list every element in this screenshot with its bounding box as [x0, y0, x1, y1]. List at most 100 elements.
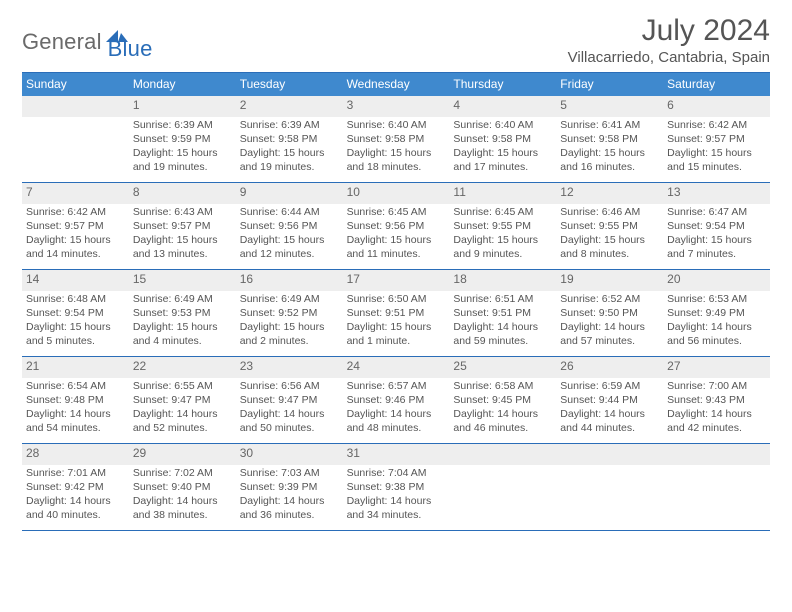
daylight-line: Daylight: 14 hours and 57 minutes. — [560, 321, 659, 348]
day-body: Sunrise: 6:41 AMSunset: 9:58 PMDaylight:… — [556, 117, 663, 179]
sunset-line: Sunset: 9:54 PM — [26, 307, 125, 321]
day-cell — [449, 444, 556, 530]
day-body: Sunrise: 6:51 AMSunset: 9:51 PMDaylight:… — [449, 291, 556, 353]
day-cell: 8Sunrise: 6:43 AMSunset: 9:57 PMDaylight… — [129, 183, 236, 269]
day-body: Sunrise: 6:53 AMSunset: 9:49 PMDaylight:… — [663, 291, 770, 353]
day-body: Sunrise: 7:01 AMSunset: 9:42 PMDaylight:… — [22, 465, 129, 527]
day-body: Sunrise: 6:58 AMSunset: 9:45 PMDaylight:… — [449, 378, 556, 440]
day-number: 10 — [343, 183, 450, 204]
day-cell: 22Sunrise: 6:55 AMSunset: 9:47 PMDayligh… — [129, 357, 236, 443]
day-number: 30 — [236, 444, 343, 465]
day-number: 20 — [663, 270, 770, 291]
logo-text-blue: Blue — [108, 22, 153, 62]
calendar-page: General Blue July 2024 Villacarriedo, Ca… — [0, 0, 792, 531]
day-cell: 19Sunrise: 6:52 AMSunset: 9:50 PMDayligh… — [556, 270, 663, 356]
sunrise-line: Sunrise: 6:54 AM — [26, 380, 125, 394]
day-number: 2 — [236, 96, 343, 117]
sunset-line: Sunset: 9:56 PM — [240, 220, 339, 234]
day-cell: 29Sunrise: 7:02 AMSunset: 9:40 PMDayligh… — [129, 444, 236, 530]
sunset-line: Sunset: 9:55 PM — [453, 220, 552, 234]
day-cell: 25Sunrise: 6:58 AMSunset: 9:45 PMDayligh… — [449, 357, 556, 443]
daylight-line: Daylight: 15 hours and 5 minutes. — [26, 321, 125, 348]
daylight-line: Daylight: 14 hours and 46 minutes. — [453, 408, 552, 435]
page-header: General Blue July 2024 Villacarriedo, Ca… — [22, 14, 770, 66]
day-body: Sunrise: 6:50 AMSunset: 9:51 PMDaylight:… — [343, 291, 450, 353]
sunrise-line: Sunrise: 7:03 AM — [240, 467, 339, 481]
sunrise-line: Sunrise: 7:02 AM — [133, 467, 232, 481]
day-cell: 23Sunrise: 6:56 AMSunset: 9:47 PMDayligh… — [236, 357, 343, 443]
sunset-line: Sunset: 9:58 PM — [347, 133, 446, 147]
daylight-line: Daylight: 15 hours and 17 minutes. — [453, 147, 552, 174]
day-body: Sunrise: 6:55 AMSunset: 9:47 PMDaylight:… — [129, 378, 236, 440]
sunset-line: Sunset: 9:57 PM — [667, 133, 766, 147]
sunset-line: Sunset: 9:53 PM — [133, 307, 232, 321]
day-number: 6 — [663, 96, 770, 117]
daylight-line: Daylight: 14 hours and 50 minutes. — [240, 408, 339, 435]
sunrise-line: Sunrise: 6:49 AM — [240, 293, 339, 307]
daylight-line: Daylight: 15 hours and 9 minutes. — [453, 234, 552, 261]
day-body: Sunrise: 6:49 AMSunset: 9:52 PMDaylight:… — [236, 291, 343, 353]
week-row: 21 Sunrise: 6:54 AMSunset: 9:48 PM Dayligh… — [22, 357, 770, 444]
day-body: Sunrise: 6:48 AMSunset: 9:54 PMDaylight:… — [22, 291, 129, 353]
day-body: Sunrise: 6:49 AMSunset: 9:53 PMDaylight:… — [129, 291, 236, 353]
sunset-line: Sunset: 9:58 PM — [453, 133, 552, 147]
sunrise-line: Sunrise: 6:41 AM — [560, 119, 659, 133]
daylight-line: Daylight: 15 hours and 12 minutes. — [240, 234, 339, 261]
day-number: 9 — [236, 183, 343, 204]
sunset-line: Sunset: 9:46 PM — [347, 394, 446, 408]
day-number: 31 — [343, 444, 450, 465]
daylight-line: Daylight: 14 hours and 36 minutes. — [240, 495, 339, 522]
dow-wednesday: Wednesday — [343, 73, 450, 96]
day-cell: 2Sunrise: 6:39 AMSunset: 9:58 PMDaylight… — [236, 96, 343, 182]
day-body: Sunrise: 6:44 AMSunset: 9:56 PMDaylight:… — [236, 204, 343, 266]
daylight-line: Daylight: 15 hours and 1 minute. — [347, 321, 446, 348]
daylight-line: Daylight: 15 hours and 13 minutes. — [133, 234, 232, 261]
day-number: 28 — [22, 444, 129, 465]
sunrise-line: Sunrise: 6:57 AM — [347, 380, 446, 394]
week-row: 7Sunrise: 6:42 AMSunset: 9:57 PMDaylight… — [22, 183, 770, 270]
sunrise-line: Sunrise: 6:40 AM — [453, 119, 552, 133]
sunset-line: Sunset: 9:51 PM — [453, 307, 552, 321]
day-cell: 31Sunrise: 7:04 AMSunset: 9:38 PMDayligh… — [343, 444, 450, 530]
day-number: 3 — [343, 96, 450, 117]
day-body: Sunrise: 6:56 AMSunset: 9:47 PMDaylight:… — [236, 378, 343, 440]
sunrise-line: Sunrise: 6:48 AM — [26, 293, 125, 307]
sunset-line: Sunset: 9:48 PM — [26, 394, 125, 408]
sunset-line: Sunset: 9:58 PM — [240, 133, 339, 147]
day-cell: 30Sunrise: 7:03 AMSunset: 9:39 PMDayligh… — [236, 444, 343, 530]
sunset-line: Sunset: 9:45 PM — [453, 394, 552, 408]
day-number: 7 — [22, 183, 129, 204]
sunset-line: Sunset: 9:59 PM — [133, 133, 232, 147]
day-number: 15 — [129, 270, 236, 291]
day-number — [449, 444, 556, 465]
sunset-line: Sunset: 9:44 PM — [560, 394, 659, 408]
day-body: Sunrise: 6:40 AMSunset: 9:58 PMDaylight:… — [449, 117, 556, 179]
sunset-line: Sunset: 9:55 PM — [560, 220, 659, 234]
sunset-line: Sunset: 9:47 PM — [133, 394, 232, 408]
sunset-line: Sunset: 9:40 PM — [133, 481, 232, 495]
daylight-line: Daylight: 15 hours and 4 minutes. — [133, 321, 232, 348]
day-number: 19 — [556, 270, 663, 291]
day-number: 12 — [556, 183, 663, 204]
day-cell: 18Sunrise: 6:51 AMSunset: 9:51 PMDayligh… — [449, 270, 556, 356]
sunrise-line: Sunrise: 6:58 AM — [453, 380, 552, 394]
day-number: 11 — [449, 183, 556, 204]
dow-sunday: Sunday — [22, 73, 129, 96]
day-body: Sunrise: 6:40 AMSunset: 9:58 PMDaylight:… — [343, 117, 450, 179]
day-cell: 16Sunrise: 6:49 AMSunset: 9:52 PMDayligh… — [236, 270, 343, 356]
sunrise-line: Sunrise: 6:49 AM — [133, 293, 232, 307]
day-body: Sunrise: 6:39 AMSunset: 9:58 PMDaylight:… — [236, 117, 343, 179]
daylight-line: Daylight: 15 hours and 14 minutes. — [26, 234, 125, 261]
day-number — [556, 444, 663, 465]
day-cell: 20Sunrise: 6:53 AMSunset: 9:49 PMDayligh… — [663, 270, 770, 356]
sunrise-line: Sunrise: 6:53 AM — [667, 293, 766, 307]
day-number: 21 — [22, 357, 129, 378]
sunset-line: Sunset: 9:57 PM — [26, 220, 125, 234]
day-body: Sunrise: 7:03 AMSunset: 9:39 PMDaylight:… — [236, 465, 343, 527]
daylight-line: Daylight: 15 hours and 11 minutes. — [347, 234, 446, 261]
day-body: Sunrise: 7:00 AMSunset: 9:43 PMDaylight:… — [663, 378, 770, 440]
sunset-line: Sunset: 9:58 PM — [560, 133, 659, 147]
sunset-line: Sunset: 9:39 PM — [240, 481, 339, 495]
sunset-line: Sunset: 9:52 PM — [240, 307, 339, 321]
daylight-line: Daylight: 14 hours and 38 minutes. — [133, 495, 232, 522]
